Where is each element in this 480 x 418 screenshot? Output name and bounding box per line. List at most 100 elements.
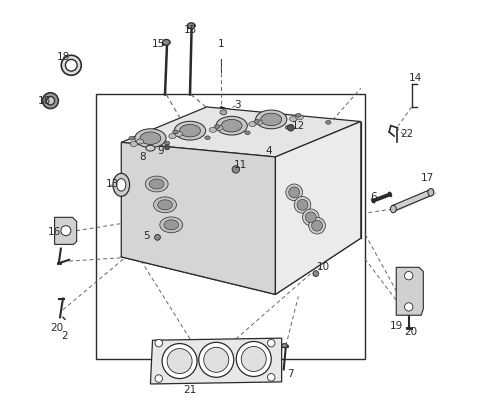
Text: 18: 18	[56, 52, 70, 62]
Circle shape	[204, 347, 229, 372]
Ellipse shape	[390, 205, 396, 213]
Ellipse shape	[254, 120, 259, 123]
Ellipse shape	[46, 97, 55, 105]
Ellipse shape	[164, 220, 179, 230]
Circle shape	[236, 342, 271, 377]
Text: 1: 1	[218, 39, 225, 49]
Ellipse shape	[61, 55, 81, 75]
Ellipse shape	[146, 145, 155, 151]
Circle shape	[155, 339, 163, 347]
Polygon shape	[55, 217, 77, 245]
Text: 22: 22	[400, 129, 413, 139]
Circle shape	[61, 226, 71, 236]
Text: 10: 10	[317, 263, 330, 272]
Ellipse shape	[174, 121, 205, 140]
Circle shape	[155, 375, 163, 382]
Circle shape	[155, 234, 160, 240]
Ellipse shape	[145, 176, 168, 192]
Text: 16: 16	[48, 227, 61, 237]
Circle shape	[405, 272, 413, 280]
Ellipse shape	[305, 212, 316, 223]
Text: 4: 4	[266, 146, 273, 155]
Circle shape	[267, 339, 275, 347]
Ellipse shape	[135, 129, 166, 148]
Text: 18: 18	[37, 96, 51, 106]
Ellipse shape	[289, 117, 297, 122]
Polygon shape	[121, 143, 276, 294]
Ellipse shape	[294, 196, 311, 213]
Circle shape	[313, 271, 319, 276]
Text: 3: 3	[235, 100, 241, 110]
Ellipse shape	[180, 125, 201, 137]
Ellipse shape	[256, 110, 287, 129]
Ellipse shape	[140, 132, 161, 145]
Ellipse shape	[129, 136, 134, 140]
Ellipse shape	[216, 116, 247, 135]
Text: 13: 13	[106, 179, 120, 189]
Ellipse shape	[221, 120, 242, 132]
Text: 11: 11	[233, 160, 247, 170]
Ellipse shape	[130, 142, 137, 146]
Ellipse shape	[215, 125, 220, 128]
Ellipse shape	[249, 122, 256, 127]
Ellipse shape	[285, 125, 290, 129]
Circle shape	[232, 166, 240, 173]
Circle shape	[241, 347, 266, 372]
Text: 14: 14	[408, 73, 421, 83]
Ellipse shape	[169, 134, 176, 139]
Text: 15: 15	[183, 25, 197, 35]
Circle shape	[165, 145, 169, 150]
Ellipse shape	[173, 130, 178, 134]
Text: 20: 20	[50, 323, 63, 333]
Bar	[96, 94, 365, 359]
Ellipse shape	[65, 59, 77, 71]
Ellipse shape	[245, 131, 250, 135]
Circle shape	[162, 344, 197, 379]
Ellipse shape	[136, 139, 144, 144]
Ellipse shape	[163, 39, 170, 45]
Ellipse shape	[296, 115, 303, 120]
Ellipse shape	[216, 125, 223, 130]
Ellipse shape	[309, 217, 325, 234]
Ellipse shape	[209, 127, 216, 133]
Ellipse shape	[297, 199, 308, 210]
Ellipse shape	[164, 141, 170, 145]
Ellipse shape	[312, 220, 323, 231]
Circle shape	[199, 342, 234, 377]
Polygon shape	[396, 268, 423, 315]
Ellipse shape	[282, 344, 288, 348]
Ellipse shape	[205, 136, 210, 140]
Text: 5: 5	[143, 231, 150, 241]
Ellipse shape	[289, 187, 300, 198]
Text: 21: 21	[183, 385, 197, 395]
Text: 19: 19	[390, 321, 403, 331]
Text: 20: 20	[404, 327, 418, 337]
Ellipse shape	[160, 217, 183, 233]
Ellipse shape	[261, 113, 282, 126]
Ellipse shape	[325, 120, 331, 124]
Circle shape	[288, 125, 294, 131]
Text: 7: 7	[287, 369, 293, 379]
Text: 2: 2	[62, 331, 68, 341]
Text: 15: 15	[152, 39, 166, 49]
Polygon shape	[276, 122, 361, 294]
Ellipse shape	[149, 179, 164, 189]
Polygon shape	[392, 189, 432, 212]
Text: 9: 9	[157, 146, 164, 155]
Ellipse shape	[43, 93, 59, 109]
Circle shape	[167, 349, 192, 374]
Ellipse shape	[220, 110, 227, 115]
Ellipse shape	[428, 189, 434, 196]
Circle shape	[405, 303, 413, 311]
Ellipse shape	[255, 120, 263, 125]
Ellipse shape	[188, 23, 195, 28]
Polygon shape	[150, 338, 282, 384]
Ellipse shape	[175, 132, 182, 137]
Ellipse shape	[302, 209, 319, 226]
Text: 8: 8	[139, 152, 145, 162]
Text: 6: 6	[370, 191, 377, 201]
Text: 12: 12	[292, 121, 305, 131]
Ellipse shape	[154, 197, 177, 213]
Ellipse shape	[296, 113, 301, 117]
Ellipse shape	[158, 200, 172, 210]
